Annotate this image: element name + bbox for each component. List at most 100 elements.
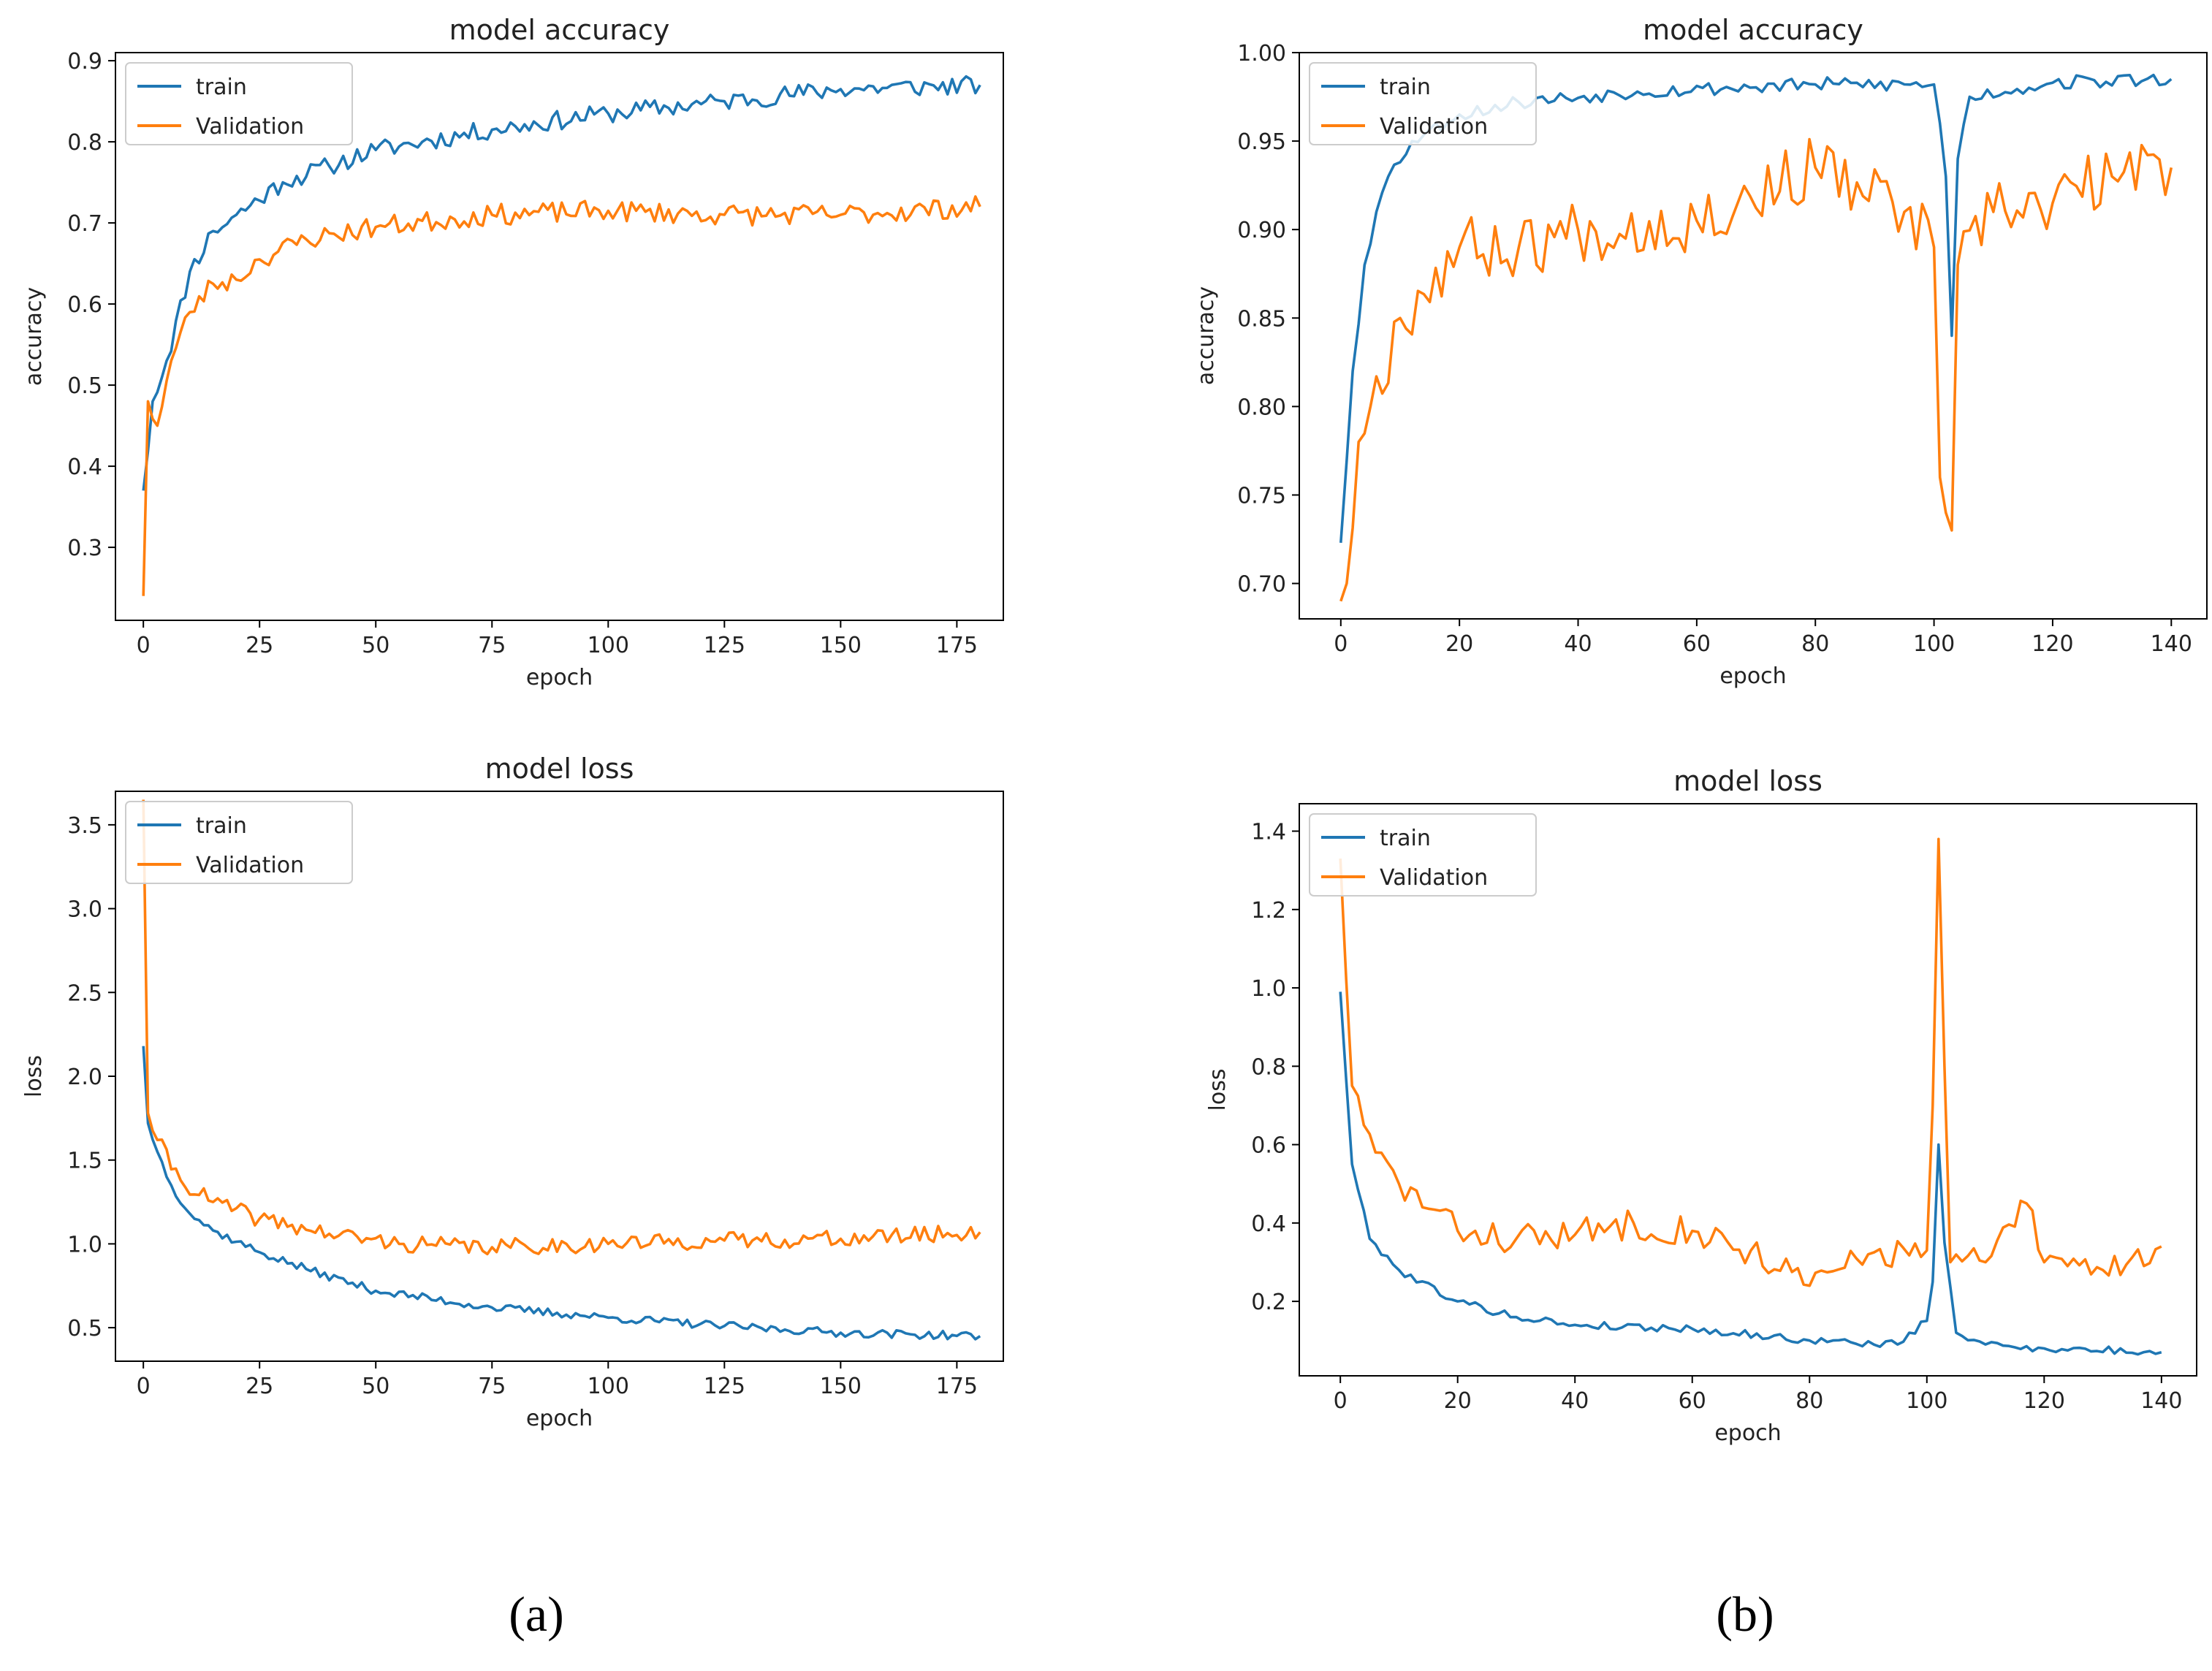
series-line-validation xyxy=(142,195,981,596)
y-tick-label: 0.80 xyxy=(1237,395,1286,420)
y-axis-label: loss xyxy=(1205,1069,1231,1111)
chart-b_acc: model accuracy 0 20 40 60 80 100 120 140 0.70 0.75… xyxy=(1193,14,2208,689)
y-tick-label: 0.70 xyxy=(1237,572,1286,598)
y-tick-label: 3.0 xyxy=(67,897,102,923)
x-tick-label: 100 xyxy=(1906,1388,1947,1414)
x-tick-label: 175 xyxy=(936,1374,978,1399)
series-line-train xyxy=(1339,991,2162,1356)
x-tick-label: 25 xyxy=(246,633,273,658)
x-tick-label: 0 xyxy=(1334,631,1348,657)
y-tick-label: 0.4 xyxy=(67,454,102,480)
series-group xyxy=(1339,73,2173,602)
y-tick-label: 0.8 xyxy=(67,130,102,156)
x-tick-label: 60 xyxy=(1683,631,1711,657)
x-tick-label: 50 xyxy=(362,1374,389,1399)
chart-title: model loss xyxy=(1673,765,1823,797)
x-tick-label: 140 xyxy=(2151,631,2192,657)
y-axis-label: accuracy xyxy=(21,287,47,386)
x-tick-label: 150 xyxy=(820,1374,862,1399)
caption-b: (b) xyxy=(1716,1586,1774,1642)
plot-frame xyxy=(1299,52,2208,620)
legend-label-train: train xyxy=(1380,75,1431,100)
x-tick-label: 100 xyxy=(1913,631,1955,657)
x-axis-label: epoch xyxy=(526,1406,593,1431)
legend-label-validation: Validation xyxy=(196,114,304,140)
series-group xyxy=(1339,837,2162,1356)
x-tick-label: 0 xyxy=(1334,1388,1348,1414)
legend-box xyxy=(1309,62,1537,145)
y-tick-label: 1.5 xyxy=(67,1149,102,1174)
x-axis-label: epoch xyxy=(1719,663,1786,689)
y-tick-label: 0.5 xyxy=(67,373,102,399)
x-tick-label: 75 xyxy=(478,633,506,658)
y-tick-label: 3.5 xyxy=(67,813,102,839)
x-tick-label: 140 xyxy=(2140,1388,2182,1414)
legend-box xyxy=(125,62,353,145)
x-tick-label: 80 xyxy=(1801,631,1829,657)
chart-title: model accuracy xyxy=(1643,14,1863,46)
caption-a: (a) xyxy=(509,1586,564,1642)
x-tick-label: 40 xyxy=(1561,1388,1589,1414)
x-tick-label: 100 xyxy=(588,1374,629,1399)
y-tick-label: 0.2 xyxy=(1251,1290,1286,1315)
legend: train Validation xyxy=(1309,62,1537,145)
y-tick-label: 1.0 xyxy=(1251,976,1286,1002)
x-tick-label: 20 xyxy=(1445,631,1473,657)
y-tick-label: 0.85 xyxy=(1237,306,1286,332)
x-tick-label: 0 xyxy=(137,1374,151,1399)
plot-frame xyxy=(1299,803,2197,1377)
series-line-train xyxy=(142,75,981,491)
series-line-validation xyxy=(1339,137,2173,602)
plot-frame xyxy=(115,52,1004,621)
series-line-train xyxy=(142,1046,981,1341)
x-axis-label: epoch xyxy=(526,665,593,690)
x-tick-label: 20 xyxy=(1444,1388,1472,1414)
series-group xyxy=(142,799,981,1341)
chart-title: model accuracy xyxy=(449,14,670,46)
legend: train Validation xyxy=(125,62,353,145)
y-tick-label: 0.6 xyxy=(1251,1133,1286,1159)
legend-label-train: train xyxy=(1380,826,1431,851)
x-tick-label: 80 xyxy=(1795,1388,1823,1414)
y-tick-label: 1.4 xyxy=(1251,820,1286,845)
x-tick-label: 125 xyxy=(704,633,745,658)
y-tick-label: 0.6 xyxy=(67,292,102,318)
legend-label-validation: Validation xyxy=(196,853,304,878)
legend-label-train: train xyxy=(196,813,247,839)
y-tick-label: 0.4 xyxy=(1251,1211,1286,1237)
x-tick-label: 100 xyxy=(588,633,629,658)
x-tick-label: 25 xyxy=(246,1374,273,1399)
legend-label-train: train xyxy=(196,75,247,100)
series-line-validation xyxy=(142,799,981,1256)
series-line-validation xyxy=(1339,837,2162,1287)
y-tick-label: 0.75 xyxy=(1237,483,1286,509)
legend-box xyxy=(1309,813,1537,897)
x-axis-label: epoch xyxy=(1714,1420,1781,1446)
legend-box xyxy=(125,801,353,884)
y-tick-label: 0.95 xyxy=(1237,129,1286,155)
legend: train Validation xyxy=(125,801,353,884)
y-tick-label: 0.5 xyxy=(67,1316,102,1341)
y-tick-label: 0.7 xyxy=(67,211,102,237)
chart-b_loss: model loss 0 20 40 60 80 100 120 140 0.2 0.4 0.6 0.8… xyxy=(1205,765,2197,1446)
legend-label-validation: Validation xyxy=(1380,114,1488,140)
x-tick-label: 120 xyxy=(2032,631,2073,657)
series-group xyxy=(142,75,981,596)
y-tick-label: 1.00 xyxy=(1237,41,1286,66)
x-tick-label: 120 xyxy=(2023,1388,2065,1414)
x-tick-label: 150 xyxy=(820,633,862,658)
x-tick-label: 60 xyxy=(1679,1388,1706,1414)
legend: train Validation xyxy=(1309,813,1537,897)
y-tick-label: 1.2 xyxy=(1251,898,1286,924)
x-tick-label: 40 xyxy=(1564,631,1592,657)
y-tick-label: 2.0 xyxy=(67,1065,102,1090)
chart-a_acc: model accuracy 0 25 50 75 100 125 150 175 0.3 0.4 0… xyxy=(21,14,1004,690)
chart-a_loss: model loss 0 25 50 75 100 125 150 175 0.5 1.0 1.5 2.… xyxy=(21,753,1004,1431)
x-tick-label: 0 xyxy=(137,633,151,658)
y-axis-label: accuracy xyxy=(1193,286,1219,385)
x-tick-label: 75 xyxy=(478,1374,506,1399)
y-axis-label: loss xyxy=(21,1055,47,1097)
legend-label-validation: Validation xyxy=(1380,865,1488,891)
y-tick-label: 2.5 xyxy=(67,981,102,1006)
